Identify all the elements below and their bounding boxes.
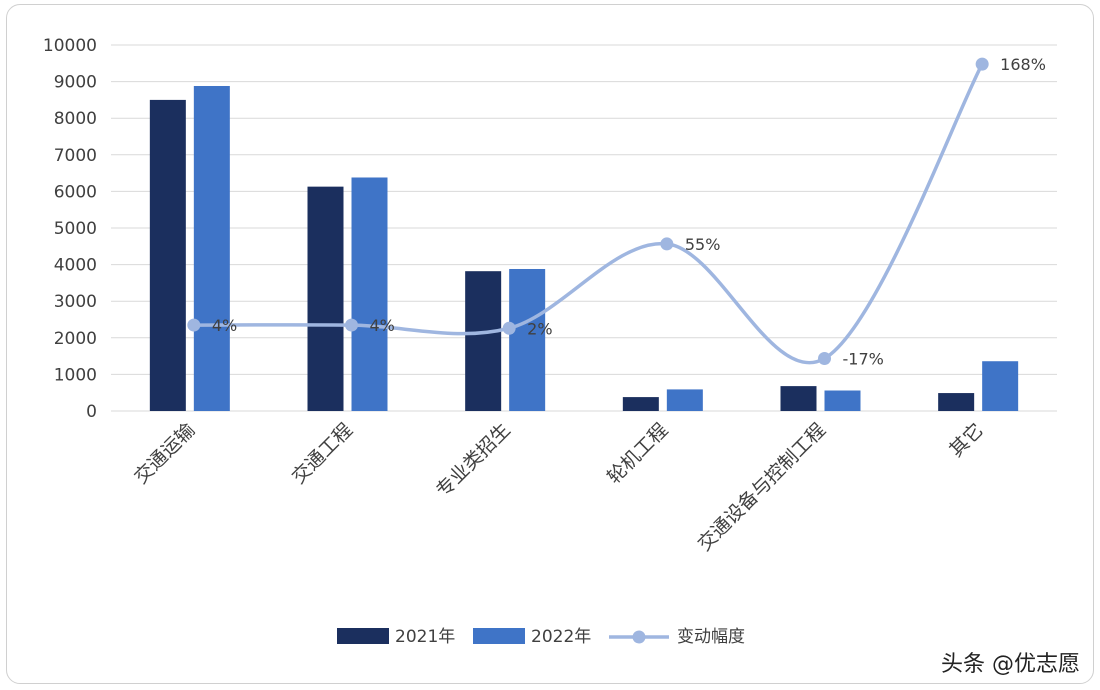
y-tick-label: 0	[86, 402, 97, 422]
y-tick-label: 7000	[54, 146, 97, 166]
data-label: 4%	[370, 316, 395, 335]
legend-label: 2022年	[531, 627, 591, 647]
bar-2021年	[307, 186, 344, 411]
legend-label: 2021年	[395, 627, 455, 647]
line-point	[187, 318, 201, 332]
x-category-label: 交通设备与控制工程	[694, 419, 830, 555]
data-label: 55%	[685, 235, 721, 254]
chart-frame: 0 1000 2000 3000 4000 5000 6000 7000 8000 9000 100…	[6, 4, 1094, 684]
y-tick-label: 5000	[54, 219, 97, 239]
line-point	[975, 57, 989, 71]
source-caption: 头条 @优志愿	[941, 652, 1080, 677]
x-category-label: 轮机工程	[603, 419, 672, 488]
y-tick-label: 2000	[54, 329, 97, 349]
y-tick-label: 8000	[54, 109, 97, 129]
legend-swatch	[473, 628, 525, 644]
x-category-label: 其它	[945, 419, 987, 461]
bar-2022年	[666, 389, 703, 411]
line-point	[502, 321, 516, 335]
data-label: 168%	[1000, 55, 1046, 74]
bar-2021年	[938, 393, 975, 411]
bar-2021年	[622, 397, 659, 411]
bar-2022年	[982, 361, 1019, 411]
bar-2022年	[509, 268, 546, 411]
bar-2021年	[149, 99, 186, 412]
y-tick-label: 4000	[54, 256, 97, 276]
x-category-label: 专业类招生	[432, 419, 515, 502]
y-tick-label: 3000	[54, 292, 97, 312]
legend-marker	[632, 630, 646, 644]
data-label: 2%	[527, 319, 552, 338]
y-tick-label: 6000	[54, 182, 97, 202]
data-label: 4%	[212, 316, 237, 335]
x-category-label: 交通运输	[130, 419, 199, 488]
line-point	[345, 318, 358, 332]
y-tick-label: 1000	[54, 365, 97, 385]
bar-2022年	[824, 390, 861, 411]
line-point	[660, 237, 674, 251]
bar-2022年	[193, 85, 230, 411]
bar-2021年	[780, 386, 817, 411]
bar-2022年	[351, 177, 388, 411]
y-tick-label: 10000	[43, 36, 97, 56]
data-label: -17%	[843, 349, 884, 368]
x-category-label: 交通工程	[288, 419, 357, 488]
legend-swatch	[337, 628, 389, 644]
line-point	[818, 351, 831, 365]
legend-label: 变动幅度	[677, 627, 745, 647]
chart-svg: 0 1000 2000 3000 4000 5000 6000 7000 8000 9000 100…	[43, 36, 1057, 647]
bar-2021年	[465, 271, 502, 411]
y-tick-label: 9000	[54, 73, 97, 93]
